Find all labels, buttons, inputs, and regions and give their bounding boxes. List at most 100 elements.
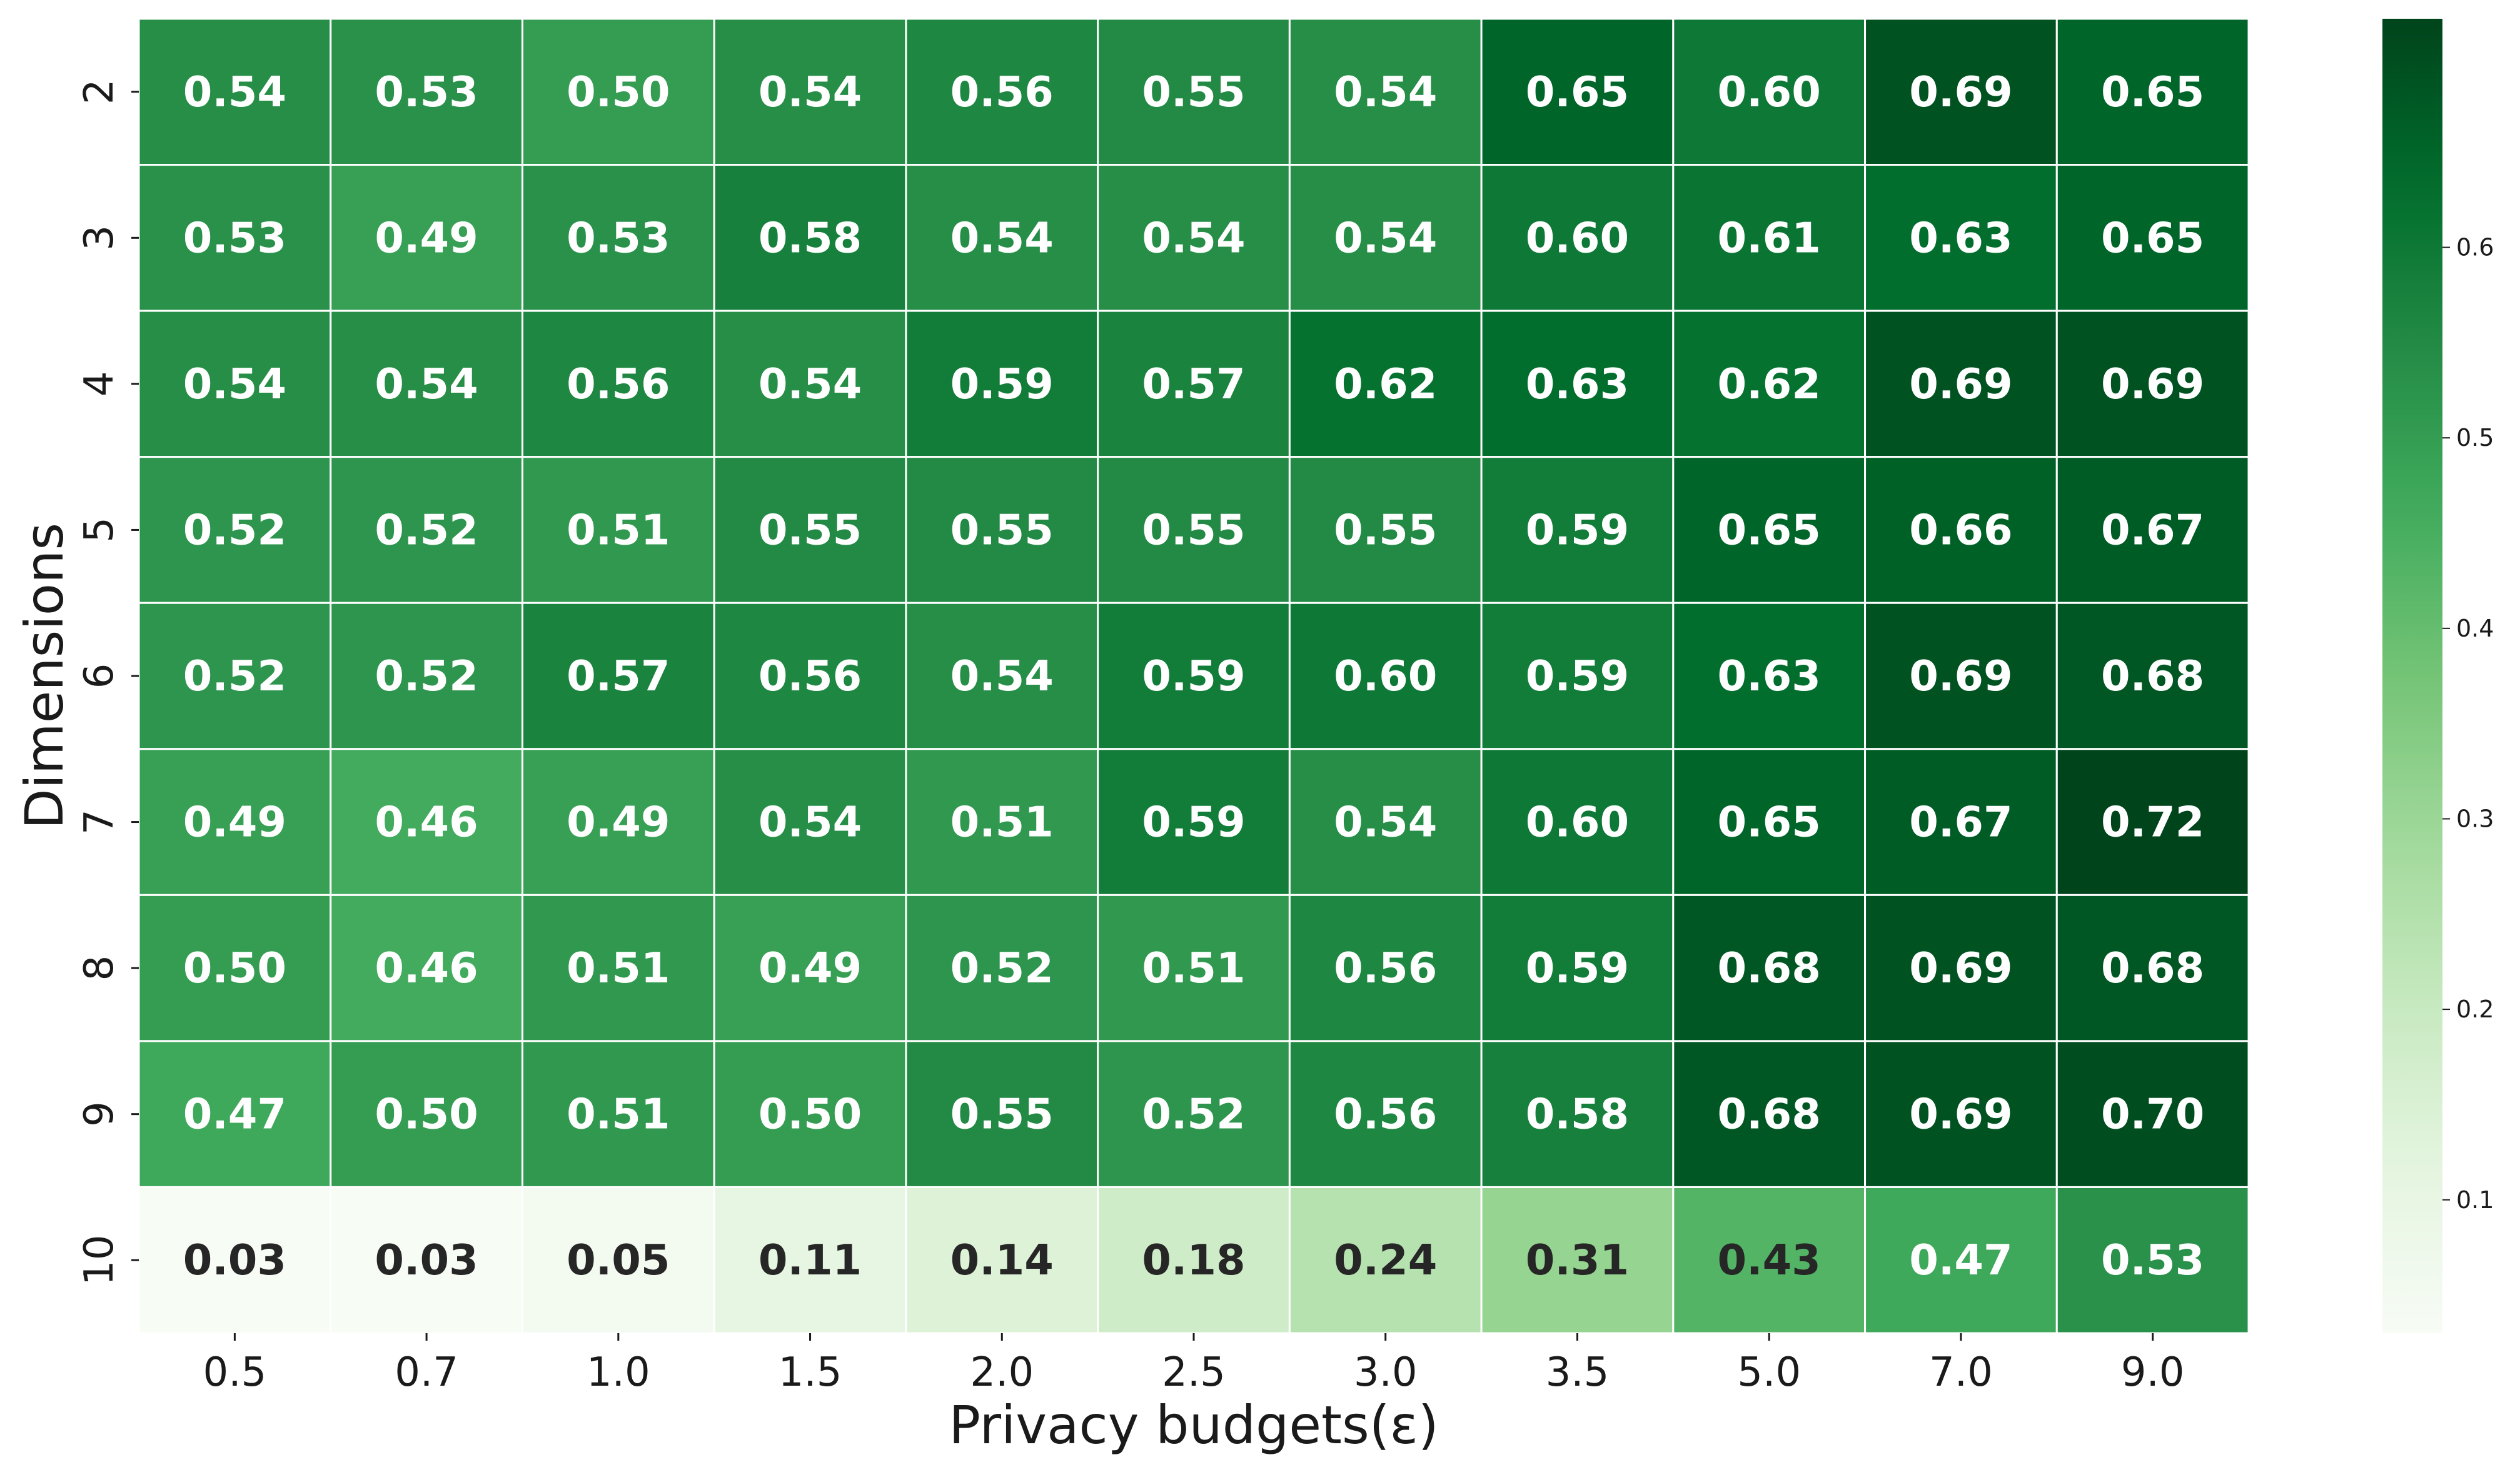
- cell-value-label: 0.05: [567, 1236, 670, 1284]
- heatmap-cell: [1672, 456, 1867, 604]
- heatmap-cell: [905, 310, 1099, 458]
- cell-value-label: 0.43: [1718, 1236, 1821, 1284]
- heatmap-cell: [905, 164, 1099, 312]
- cell-value-label: 0.56: [1334, 944, 1437, 992]
- x-tick-label: 5.0: [1737, 1349, 1801, 1396]
- heatmap-cell: [1097, 456, 1291, 604]
- heatmap-cell: [138, 1186, 332, 1334]
- cell-value-label: 0.54: [1334, 68, 1437, 116]
- cell-value-label: 0.46: [375, 944, 478, 992]
- heatmap-cell: [330, 1040, 523, 1188]
- heatmap-cell: [1288, 456, 1483, 604]
- heatmap-cell: [1288, 1186, 1483, 1334]
- cell-value-label: 0.49: [567, 798, 670, 847]
- heatmap-cell: [330, 164, 523, 312]
- y-tick-label: 3: [76, 225, 123, 251]
- cell-value-label: 0.49: [183, 798, 286, 847]
- cell-value-label: 0.24: [1334, 1236, 1437, 1284]
- x-tick-label: 0.5: [203, 1349, 266, 1396]
- cell-value-label: 0.52: [183, 652, 286, 700]
- heatmap-cells: [138, 18, 2250, 1334]
- heatmap-cell: [2055, 602, 2250, 750]
- y-tick-label: 10: [76, 1235, 123, 1286]
- heatmap-cell: [330, 456, 523, 604]
- heatmap-cell: [1288, 1040, 1483, 1188]
- cell-value-label: 0.51: [567, 1090, 670, 1139]
- heatmap-cell: [1480, 1040, 1675, 1188]
- heatmap-cell: [1480, 18, 1675, 166]
- heatmap-cell: [1097, 18, 1291, 166]
- heatmap-cell: [905, 1040, 1099, 1188]
- cell-value-label: 0.52: [375, 505, 478, 554]
- heatmap-cell: [521, 456, 715, 604]
- heatmap-cell: [1097, 164, 1291, 312]
- cell-value-label: 0.59: [1526, 944, 1629, 992]
- heatmap-cell: [1864, 894, 2058, 1042]
- cell-value-label: 0.54: [1334, 213, 1437, 262]
- cell-value-label: 0.69: [2101, 360, 2204, 408]
- x-tick-label: 1.0: [587, 1349, 650, 1396]
- y-tick-label: 2: [76, 79, 123, 104]
- cell-value-label: 0.57: [567, 652, 670, 700]
- y-axis-ticks: 2 3 4 5 6 7 8 9 10: [76, 79, 139, 1286]
- heatmap-cell: [713, 894, 907, 1042]
- cell-value-label: 0.52: [375, 652, 478, 700]
- cell-value-label: 0.67: [2101, 505, 2204, 554]
- heatmap-cell: [1480, 894, 1675, 1042]
- heatmap-cell: [138, 18, 332, 166]
- heatmap-cell: [713, 456, 907, 604]
- cell-value-label: 0.65: [1718, 798, 1821, 847]
- cell-value-label: 0.54: [759, 798, 862, 847]
- x-tick-label: 9.0: [2121, 1349, 2185, 1396]
- colorbar-tick-label: 0.2: [2456, 996, 2494, 1023]
- cell-value-label: 0.55: [950, 1090, 1054, 1139]
- cell-value-label: 0.54: [759, 68, 862, 116]
- x-tick-label: 3.0: [1354, 1349, 1418, 1396]
- colorbar-ticks: 0.1 0.2 0.3 0.4 0.5 0.6: [2442, 234, 2494, 1214]
- cell-value-label: 0.56: [759, 652, 862, 700]
- cell-value-label: 0.62: [1334, 360, 1437, 408]
- heatmap-cell: [330, 18, 523, 166]
- cell-value-label: 0.59: [1526, 505, 1629, 554]
- cell-value-label: 0.69: [1909, 652, 2012, 700]
- cell-value-label: 0.51: [567, 505, 670, 554]
- heatmap-cell: [1672, 164, 1867, 312]
- cell-value-label: 0.68: [1718, 944, 1821, 992]
- cell-value-label: 0.65: [2101, 213, 2204, 262]
- cell-value-label: 0.55: [950, 505, 1054, 554]
- cell-value-label: 0.60: [1526, 213, 1629, 262]
- cell-value-label: 0.55: [1334, 505, 1437, 554]
- cell-value-label: 0.70: [2101, 1090, 2204, 1139]
- heatmap-cell: [138, 1040, 332, 1188]
- heatmap-cell: [521, 18, 715, 166]
- cell-value-label: 0.55: [759, 505, 862, 554]
- cell-value-label: 0.69: [1909, 68, 2012, 116]
- heatmap-cell: [1864, 1186, 2058, 1334]
- cell-value-label: 0.52: [183, 505, 286, 554]
- cell-value-label: 0.55: [1142, 505, 1245, 554]
- heatmap-cell: [2055, 164, 2250, 312]
- heatmap-cell: [1864, 602, 2058, 750]
- cell-value-label: 0.54: [1334, 798, 1437, 847]
- heatmap-cell: [330, 602, 523, 750]
- heatmap-cell: [2055, 1186, 2250, 1334]
- cell-value-label: 0.60: [1718, 68, 1821, 116]
- cell-value-label: 0.56: [950, 68, 1054, 116]
- cell-value-label: 0.54: [950, 213, 1054, 262]
- heatmap-cell: [905, 456, 1099, 604]
- heatmap-cell: [905, 602, 1099, 750]
- cell-value-label: 0.46: [375, 798, 478, 847]
- heatmap-cell: [521, 164, 715, 312]
- cell-value-label: 0.53: [375, 68, 478, 116]
- heatmap-cell: [330, 748, 523, 896]
- cell-value-label: 0.52: [950, 944, 1054, 992]
- y-axis-label: Dimensions: [14, 523, 75, 829]
- cell-value-label: 0.03: [183, 1236, 286, 1284]
- heatmap-cell: [1864, 18, 2058, 166]
- cell-value-label: 0.69: [1909, 360, 2012, 408]
- colorbar-tick-label: 0.5: [2456, 424, 2494, 451]
- heatmap-cell: [2055, 894, 2250, 1042]
- heatmap-cell: [1288, 164, 1483, 312]
- cell-value-label: 0.56: [1334, 1090, 1437, 1139]
- heatmap-cell: [905, 18, 1099, 166]
